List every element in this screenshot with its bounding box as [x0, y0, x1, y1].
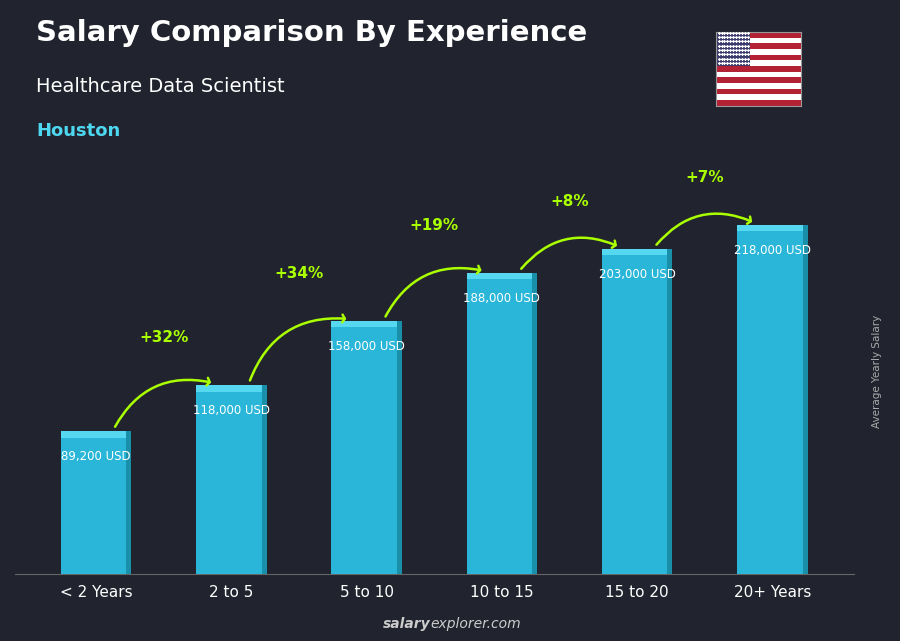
Bar — [467, 273, 537, 279]
Bar — [716, 60, 801, 66]
Bar — [126, 431, 131, 574]
Bar — [716, 44, 801, 49]
Text: 89,200 USD: 89,200 USD — [61, 451, 131, 463]
Bar — [716, 49, 801, 54]
Text: Salary Comparison By Experience: Salary Comparison By Experience — [36, 19, 587, 47]
Bar — [737, 225, 807, 231]
Bar — [668, 249, 672, 574]
Text: Houston: Houston — [36, 122, 121, 140]
Text: Average Yearly Salary: Average Yearly Salary — [872, 315, 883, 428]
Bar — [716, 78, 801, 83]
Bar — [716, 54, 801, 60]
Bar — [737, 225, 807, 574]
Bar — [716, 83, 801, 88]
Text: 158,000 USD: 158,000 USD — [328, 340, 405, 353]
Text: salary: salary — [382, 617, 430, 631]
Bar — [196, 385, 266, 392]
Bar — [716, 32, 750, 66]
Bar — [331, 321, 401, 574]
Bar — [716, 38, 801, 44]
Bar — [331, 321, 401, 328]
Bar — [716, 72, 801, 78]
Bar — [716, 32, 801, 38]
Bar — [716, 88, 801, 94]
Bar — [803, 225, 807, 574]
Text: +7%: +7% — [686, 170, 724, 185]
Text: 218,000 USD: 218,000 USD — [734, 244, 811, 257]
Text: +8%: +8% — [550, 194, 589, 208]
Bar — [61, 431, 131, 438]
Bar — [602, 249, 672, 255]
Bar — [716, 94, 801, 100]
Text: +19%: +19% — [410, 218, 459, 233]
Bar — [196, 385, 266, 574]
Bar — [61, 431, 131, 574]
Bar — [602, 249, 672, 574]
Bar — [467, 273, 537, 574]
Text: 188,000 USD: 188,000 USD — [464, 292, 540, 305]
Bar — [716, 100, 801, 106]
Text: 118,000 USD: 118,000 USD — [193, 404, 270, 417]
Text: +34%: +34% — [274, 266, 324, 281]
Bar — [716, 66, 801, 72]
Bar — [262, 385, 266, 574]
Text: 203,000 USD: 203,000 USD — [598, 268, 676, 281]
Bar — [532, 273, 537, 574]
Bar — [397, 321, 401, 574]
Text: Healthcare Data Scientist: Healthcare Data Scientist — [36, 77, 284, 96]
Text: explorer.com: explorer.com — [430, 617, 521, 631]
Text: +32%: +32% — [140, 330, 188, 345]
